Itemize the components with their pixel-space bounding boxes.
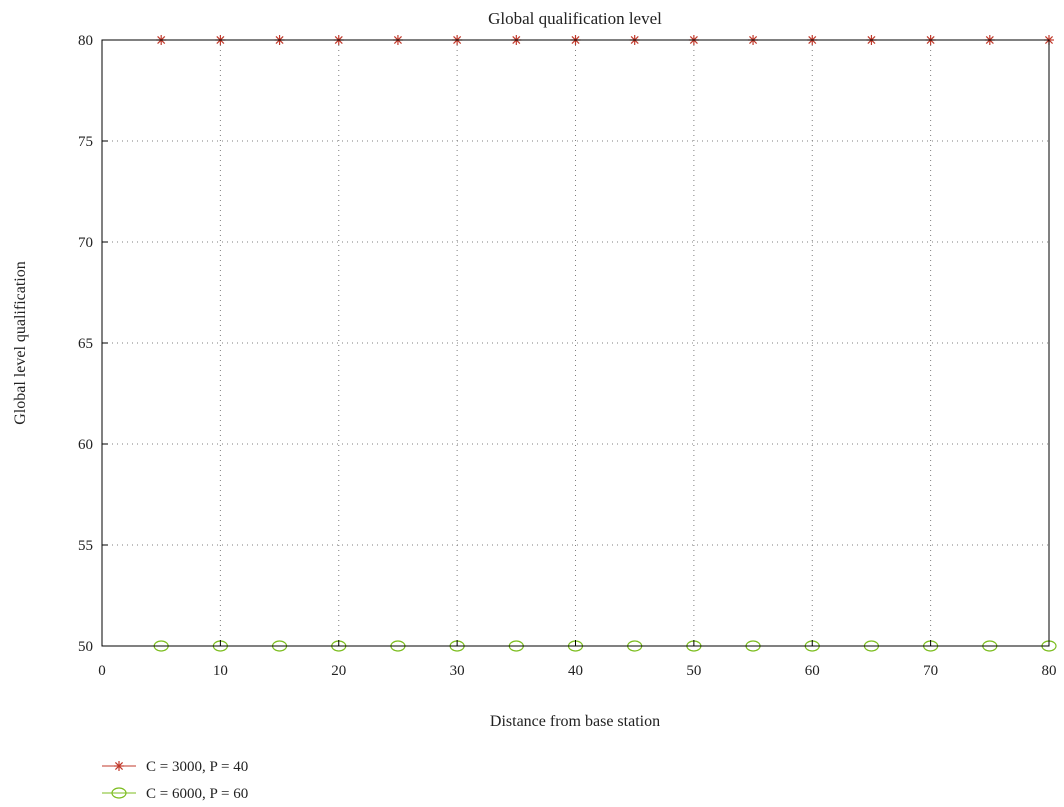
legend-item: C = 3000, P = 40 (102, 759, 248, 775)
legend: C = 3000, P = 40 C = 6000, P = 60 (102, 759, 248, 802)
x-tick-label: 50 (686, 663, 701, 679)
y-tick-label: 65 (78, 336, 93, 352)
legend-swatch-marker (114, 761, 124, 771)
x-tick-label: 40 (568, 663, 583, 679)
y-tick-label: 55 (78, 538, 93, 554)
ticks: 0 10 20 30 40 50 60 70 80 50 55 60 65 70 75 80 (78, 33, 1057, 679)
legend-label: C = 6000, P = 60 (146, 786, 248, 802)
y-axis-label: Global level qualification (12, 261, 29, 425)
y-tick-label: 75 (78, 134, 93, 150)
legend-label: C = 3000, P = 40 (146, 759, 248, 775)
y-tick-label: 50 (78, 639, 93, 655)
legend-swatch-marker (111, 787, 127, 799)
x-tick-label: 20 (331, 663, 346, 679)
chart-title: Global qualification level (488, 9, 662, 28)
x-tick-label: 10 (213, 663, 228, 679)
y-tick-label: 70 (78, 235, 93, 251)
y-tick-label: 60 (78, 437, 93, 453)
legend-item: C = 6000, P = 60 (102, 786, 248, 802)
plot-area (153, 35, 1057, 652)
x-tick-label: 0 (98, 663, 106, 679)
x-tick-label: 80 (1042, 663, 1057, 679)
x-tick-label: 70 (923, 663, 938, 679)
x-tick-label: 60 (805, 663, 820, 679)
grid (102, 40, 1049, 646)
x-tick-label: 30 (450, 663, 465, 679)
x-axis-label: Distance from base station (490, 713, 660, 730)
y-tick-label: 80 (78, 33, 93, 49)
